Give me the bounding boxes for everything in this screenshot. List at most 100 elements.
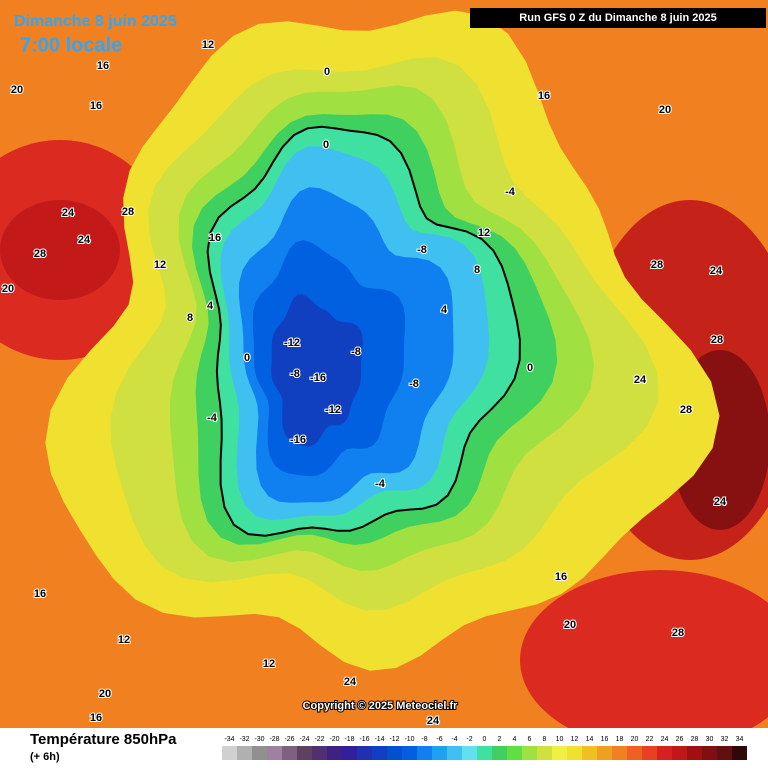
legend-label: 18 (616, 736, 624, 743)
contour-label: 8 (187, 312, 193, 324)
contour-label: 12 (154, 259, 166, 271)
legend-swatch (432, 746, 447, 760)
legend-swatch (267, 746, 282, 760)
contour-label: 24 (714, 496, 727, 508)
contour-label: 20 (99, 688, 111, 700)
legend-label: -12 (389, 736, 399, 743)
contour-label: -4 (505, 186, 516, 198)
contour-label: 24 (78, 234, 91, 246)
time: 7:00 locale (20, 34, 122, 56)
legend-label: -14 (374, 736, 384, 743)
legend-swatch (672, 746, 687, 760)
date: Dimanche 8 juin 2025 (14, 13, 177, 30)
contour-label: 16 (538, 90, 550, 102)
contour-label: 28 (680, 404, 692, 416)
run-info: Run GFS 0 Z du Dimanche 8 juin 2025 (519, 12, 716, 24)
legend-label: -22 (314, 736, 324, 743)
legend-label: 22 (646, 736, 654, 743)
temperature-field (0, 10, 768, 750)
legend-swatch (447, 746, 462, 760)
contour-label: 28 (711, 334, 723, 346)
legend-swatch (582, 746, 597, 760)
contour-label: -16 (310, 372, 326, 384)
contour-label: 0 (323, 139, 329, 151)
legend-swatch (537, 746, 552, 760)
legend-swatch (732, 746, 747, 760)
legend-label: 20 (631, 736, 639, 743)
contour-label: 16 (97, 60, 109, 72)
legend-swatch (627, 746, 642, 760)
legend-swatch (462, 746, 477, 760)
legend-label: -24 (299, 736, 309, 743)
contour-label: -8 (290, 368, 300, 380)
contour-label: 24 (710, 265, 723, 277)
legend-label: 8 (543, 736, 547, 743)
contour-label: 28 (34, 248, 46, 260)
contour-label: 28 (122, 206, 134, 218)
contour-label: 20 (11, 84, 23, 96)
contour-label: 12 (118, 634, 130, 646)
warm-area (0, 200, 120, 300)
legend-swatch (252, 746, 267, 760)
legend-label: -2 (466, 736, 472, 743)
legend-swatch (327, 746, 342, 760)
contour-label: 0 (324, 66, 330, 78)
legend-label: -30 (254, 736, 264, 743)
temperature-band (271, 294, 363, 447)
legend-label: 4 (513, 736, 517, 743)
color-legend: -34 -32 -30 -28 -26 -24 -22 -20 -18 -16 -14 -12 -10-… (222, 736, 747, 760)
legend-label: 14 (586, 736, 594, 743)
legend-label: -10 (404, 736, 414, 743)
legend-label: -16 (359, 736, 369, 743)
contour-label: 28 (651, 259, 663, 271)
legend-label: 24 (661, 736, 669, 743)
legend-swatch (222, 746, 237, 760)
legend-swatch (387, 746, 402, 760)
contour-label: 20 (564, 619, 576, 631)
contour-label: 8 (474, 264, 480, 276)
contour-label: -8 (417, 244, 427, 256)
legend-swatch (372, 746, 387, 760)
legend-label: 32 (721, 736, 729, 743)
legend-label: 2 (498, 736, 502, 743)
contour-label: 20 (2, 283, 14, 295)
contour-label: 12 (202, 39, 214, 51)
legend-swatch (312, 746, 327, 760)
contour-label: 12 (478, 227, 490, 239)
contour-label: -16 (290, 434, 306, 446)
legend-swatch (687, 746, 702, 760)
legend-swatch (507, 746, 522, 760)
legend-label: 30 (706, 736, 714, 743)
legend-swatch (597, 746, 612, 760)
legend-label: -6 (436, 736, 442, 743)
legend-label: 6 (528, 736, 532, 743)
warm-area (520, 570, 768, 750)
contour-label: -4 (375, 478, 386, 490)
contour-label: -12 (284, 337, 300, 349)
legend-swatch (492, 746, 507, 760)
contour-label: -4 (207, 412, 218, 424)
legend-swatch (717, 746, 732, 760)
legend-swatch (522, 746, 537, 760)
legend-swatch (342, 746, 357, 760)
legend-swatch (702, 746, 717, 760)
legend-swatch (657, 746, 672, 760)
legend-label: 12 (571, 736, 579, 743)
legend-label: -20 (329, 736, 339, 743)
contour-label: 16 (34, 588, 46, 600)
contour-label: -12 (325, 404, 341, 416)
contour-label: -8 (351, 346, 361, 358)
contour-label: 24 (62, 207, 75, 219)
footer-title: Température 850hPa (30, 731, 177, 748)
contour-label: 24 (634, 374, 647, 386)
legend-label: -32 (239, 736, 249, 743)
contour-label: 20 (659, 104, 671, 116)
legend-label: -8 (421, 736, 427, 743)
footer-step: (+ 6h) (30, 751, 60, 763)
legend-label: -18 (344, 736, 354, 743)
contour-labels: 12 16 16 20 24 28 24 28 20 16 12 8 4 0 -4 -8 -12 -16 -12 -1… (1, 38, 728, 728)
contour-label: 12 (263, 658, 275, 670)
legend-swatch (477, 746, 492, 760)
legend-label: -28 (269, 736, 279, 743)
